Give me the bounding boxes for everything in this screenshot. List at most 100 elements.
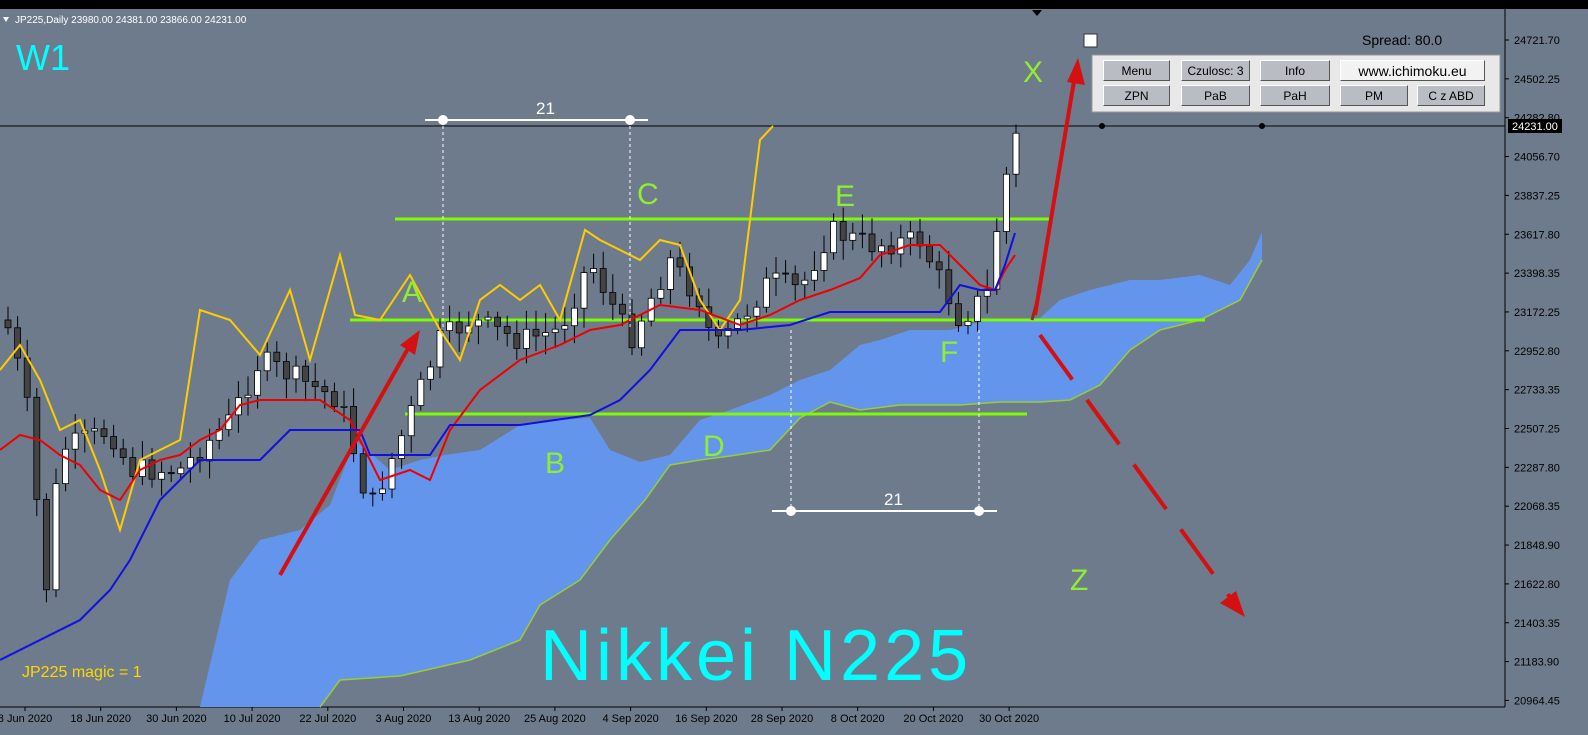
candle-body xyxy=(849,232,857,241)
candle-body xyxy=(91,428,98,432)
price-label: 22068.35 xyxy=(1514,501,1560,513)
candle-body xyxy=(964,320,972,326)
candle-body xyxy=(532,328,540,337)
span-label: 21 xyxy=(536,99,555,118)
candle-body xyxy=(426,366,434,380)
candle-body xyxy=(330,391,338,408)
candle-body xyxy=(62,448,69,485)
candle-body xyxy=(571,307,578,327)
candle-body xyxy=(676,257,684,268)
price-label: 21403.35 xyxy=(1514,618,1560,630)
panel-button[interactable]: Czulosc: 3 xyxy=(1181,60,1250,81)
candle-body xyxy=(158,472,166,480)
candle-body xyxy=(878,245,885,253)
candle-body xyxy=(955,303,962,326)
scenario-arrow-up xyxy=(1033,74,1077,316)
candle-body xyxy=(935,261,943,271)
candle-body xyxy=(503,325,511,334)
price-label: 23398.35 xyxy=(1514,268,1560,280)
candle-body xyxy=(513,333,521,349)
candle-body xyxy=(609,292,617,305)
date-label: 16 Sep 2020 xyxy=(675,713,737,725)
candle-body xyxy=(302,365,310,382)
date-label: 18 Jun 2020 xyxy=(70,713,131,725)
price-label: 23172.25 xyxy=(1514,307,1560,319)
candle-body xyxy=(657,289,665,299)
candle-body xyxy=(359,453,367,494)
arrow-head xyxy=(1067,58,1085,85)
candle-body xyxy=(398,435,406,459)
date-label: 3 Aug 2020 xyxy=(376,713,432,725)
candle-body xyxy=(474,319,482,327)
symbol-header: JP225,Daily 23980.00 24381.00 23866.00 2… xyxy=(15,15,247,26)
panel-button[interactable]: www.ichimoku.eu xyxy=(1340,60,1485,81)
current-price-box xyxy=(1508,119,1562,133)
candle-body xyxy=(311,380,319,387)
candle-body xyxy=(455,321,463,334)
candle-body xyxy=(292,365,300,380)
candle-body xyxy=(859,232,866,235)
scenario-arrow-down xyxy=(1038,333,1234,602)
date-label: 13 Aug 2020 xyxy=(448,713,510,725)
chart-title: Nikkei N225 xyxy=(540,616,972,696)
candle-body xyxy=(628,313,636,349)
panel-button[interactable]: PM xyxy=(1340,85,1408,106)
candle-body xyxy=(110,436,117,450)
point-label: C xyxy=(637,178,659,211)
candle-body xyxy=(551,328,559,334)
panel-button[interactable]: C z ABD xyxy=(1417,85,1485,106)
timeframe-label: W1 xyxy=(16,37,70,78)
candle-body xyxy=(801,279,809,286)
header-arrow xyxy=(3,17,9,22)
price-label: 24056.70 xyxy=(1514,152,1560,164)
price-label: 22287.80 xyxy=(1514,462,1560,474)
date-label: 8 Oct 2020 xyxy=(831,713,885,725)
candle-body xyxy=(282,361,290,380)
candle-body xyxy=(820,252,828,271)
price-label: 24502.25 xyxy=(1514,74,1560,86)
line-dot xyxy=(1259,123,1265,129)
candle-body xyxy=(388,458,396,490)
date-label: 10 Jul 2020 xyxy=(224,713,281,725)
spread: Spread: 80.0 xyxy=(1362,32,1442,48)
candle-body xyxy=(753,306,761,317)
candle-body xyxy=(945,269,953,305)
tenkan-sen xyxy=(0,244,1016,502)
candle-body xyxy=(638,320,645,349)
candle-body xyxy=(340,405,348,408)
price-label: 22507.25 xyxy=(1514,424,1560,436)
date-label: 30 Oct 2020 xyxy=(979,713,1039,725)
panel-button[interactable]: ZPN xyxy=(1103,85,1170,106)
candle-body xyxy=(436,330,444,368)
candle-body xyxy=(839,221,847,241)
date-label: 4 Sep 2020 xyxy=(602,713,658,725)
panel-button[interactable]: Info xyxy=(1260,60,1330,81)
candle-body xyxy=(206,439,214,462)
trend-arrow xyxy=(278,344,412,576)
candle-body xyxy=(119,448,127,458)
candle-body xyxy=(484,316,492,321)
magic-label: JP225 magic = 1 xyxy=(22,664,142,681)
candle-body xyxy=(763,277,770,308)
panel-button[interactable]: PaB xyxy=(1181,85,1250,106)
panel-button[interactable]: Menu xyxy=(1103,60,1170,81)
candle-body xyxy=(772,272,780,279)
candle-body xyxy=(830,221,837,254)
date-label: 8 Jun 2020 xyxy=(0,713,52,725)
panel-toggle[interactable] xyxy=(1083,33,1098,48)
date-label: 25 Aug 2020 xyxy=(524,713,586,725)
candles xyxy=(4,124,1020,603)
candle-body xyxy=(129,457,137,477)
price-label: 23837.25 xyxy=(1514,190,1560,202)
candle-body xyxy=(273,351,281,362)
date-label: 20 Oct 2020 xyxy=(903,713,963,725)
candle-body xyxy=(791,273,799,286)
price-label: 24282.80 xyxy=(1514,113,1560,125)
shift-marker xyxy=(1032,10,1042,16)
candle-body xyxy=(916,231,924,247)
panel-button[interactable]: PaH xyxy=(1260,85,1330,106)
price-label: 22952.80 xyxy=(1514,346,1560,358)
candle-body xyxy=(417,378,425,406)
